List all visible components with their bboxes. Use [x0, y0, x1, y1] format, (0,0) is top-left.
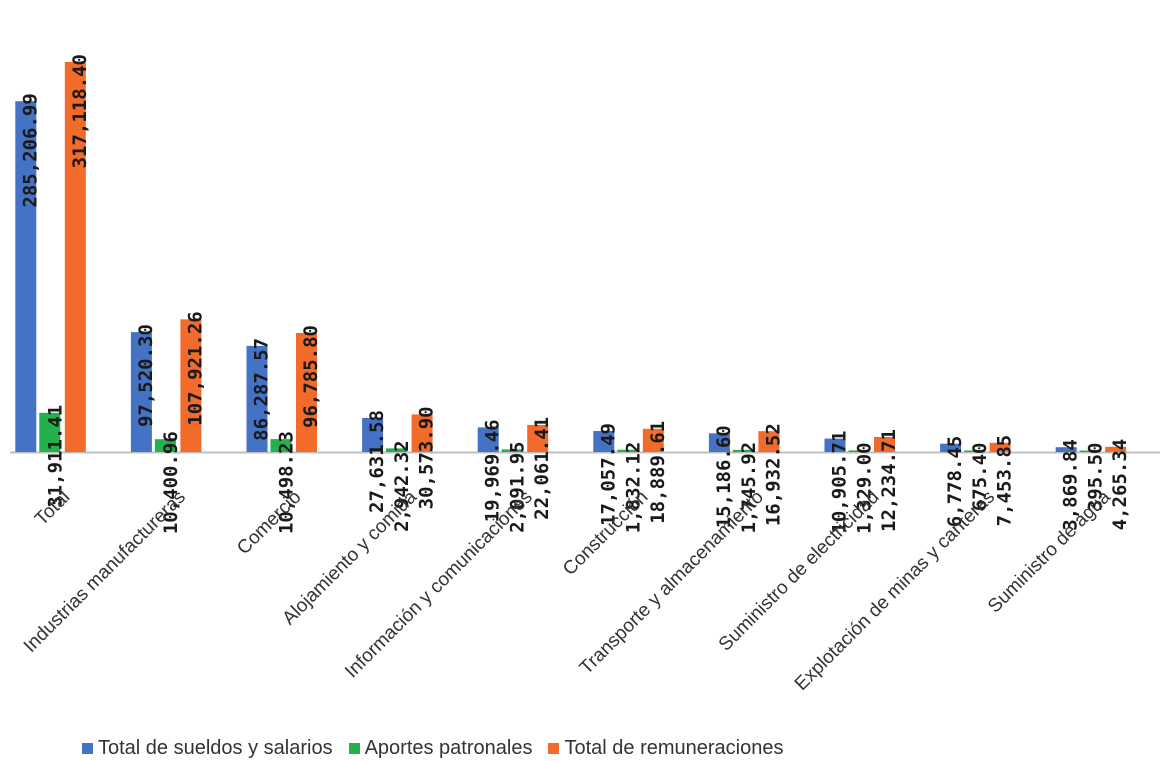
bar: [246, 345, 268, 452]
data-label: 31,911.41: [44, 405, 66, 508]
category-label: Información y comunicaciones: [341, 487, 537, 683]
data-label: 96,785.80: [300, 325, 322, 428]
data-label: 86,287.57: [251, 338, 273, 441]
data-label: 675.40: [969, 443, 991, 512]
data-label: 7,453.85: [994, 435, 1016, 527]
bar: [477, 427, 499, 452]
data-label: 1,745.92: [738, 442, 760, 534]
bar: [848, 450, 870, 452]
data-label: 17,057.49: [597, 423, 619, 526]
bar: [64, 62, 86, 452]
category-label: Total: [31, 487, 74, 530]
bar: [940, 443, 962, 452]
data-label: 4,265.34: [1109, 439, 1131, 531]
bar: [758, 431, 780, 452]
bar: [154, 439, 176, 452]
bar: [593, 431, 615, 452]
bar: [1105, 446, 1127, 452]
data-label: 10,905.71: [829, 431, 851, 534]
data-label: 19,969.46: [482, 419, 504, 522]
data-label: 15,186.60: [713, 425, 735, 528]
legend-item: Aportes patronales: [348, 736, 533, 760]
legend-item: Total de sueldos y salarios: [82, 737, 333, 760]
legend-item: Total de remuneraciones: [548, 737, 783, 760]
legend-swatch: [348, 742, 360, 754]
data-label: 10,498.23: [276, 431, 298, 534]
data-label: 12,234.71: [878, 429, 900, 532]
bar: [501, 449, 523, 452]
bar: [39, 412, 61, 452]
bar: [180, 319, 202, 452]
bar: [989, 442, 1011, 452]
bar: [296, 333, 317, 452]
data-label: 6,778.45: [944, 436, 966, 528]
bar: [964, 450, 986, 452]
data-label: 2,091.95: [507, 441, 529, 533]
data-label: 10,400.96: [160, 431, 182, 534]
bar: [1079, 450, 1101, 452]
data-label: 1,329.00: [854, 442, 876, 534]
bar: [642, 428, 664, 452]
data-label: 285,206.99: [19, 93, 41, 207]
legend-swatch: [82, 742, 93, 754]
legend-label: Total de sueldos y salarios: [98, 736, 333, 759]
legend-swatch: [548, 742, 560, 754]
data-label: 317,118.40: [69, 54, 91, 168]
bar: [270, 439, 292, 452]
data-label: 27,631.58: [366, 410, 388, 513]
bar: [1055, 447, 1077, 452]
data-label: 395.50: [1085, 443, 1107, 512]
bar: [15, 101, 37, 452]
bar: [362, 418, 384, 452]
bar: [874, 437, 895, 452]
bar-chart: 285,206.99 31,911.41 317,118.40 Total 97,520…: [10, 54, 1160, 695]
bar: [527, 424, 549, 452]
legend-label: Aportes patronales: [364, 736, 533, 759]
data-label: 16,932.52: [762, 423, 784, 526]
data-label: 22,061.41: [531, 417, 553, 520]
bar: [617, 449, 639, 452]
bar: [732, 449, 754, 452]
data-label: 2,942.32: [391, 440, 413, 532]
bar: [386, 448, 408, 452]
bar: [130, 332, 152, 452]
data-label: 97,520.30: [135, 324, 157, 427]
bar: [708, 433, 730, 452]
chart-legend: Total de sueldos y salarios Aportes patro…: [82, 735, 799, 761]
bar: [824, 438, 846, 452]
data-label: 107,921.26: [184, 311, 206, 425]
data-label: 1,832.12: [622, 442, 644, 534]
legend-label: Total de remuneraciones: [564, 736, 784, 759]
data-label: 3,869.84: [1060, 439, 1082, 531]
bar: [411, 414, 433, 452]
data-label: 18,889.61: [647, 421, 669, 524]
data-label: 30,573.90: [416, 406, 438, 509]
